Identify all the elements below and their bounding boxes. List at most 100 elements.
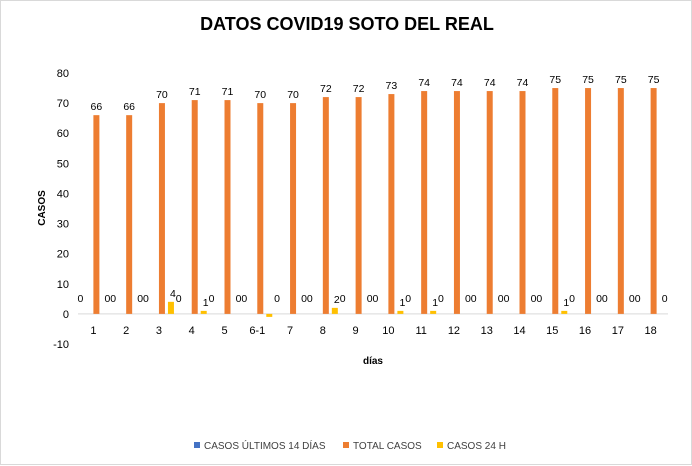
legend-label: CASOS ÚLTIMOS 14 DÍAS xyxy=(204,439,326,452)
data-label: 0 xyxy=(274,293,280,305)
x-tick-label: 3 xyxy=(156,325,162,337)
bar-2 xyxy=(290,103,297,314)
data-label: 0 xyxy=(438,293,444,305)
bar-2 xyxy=(355,97,362,314)
bar-2 xyxy=(486,91,493,314)
x-tick-label: 13 xyxy=(481,325,493,337)
x-tick-label: 7 xyxy=(287,325,293,337)
data-label: 75 xyxy=(582,74,594,86)
x-tick-label: 9 xyxy=(353,325,359,337)
x-tick-label: 11 xyxy=(415,325,426,337)
data-label: 0 xyxy=(307,293,313,305)
data-label: 71 xyxy=(222,86,234,98)
legend-swatch xyxy=(343,442,349,448)
data-label: 0 xyxy=(405,293,411,305)
data-label: 0 xyxy=(471,293,477,305)
data-label: 71 xyxy=(189,86,201,98)
data-label: 73 xyxy=(386,80,398,92)
x-tick-label: 1 xyxy=(90,325,96,337)
bar-2 xyxy=(519,91,526,314)
bar-2 xyxy=(191,100,198,314)
data-label: 66 xyxy=(123,101,135,113)
bar-2 xyxy=(257,103,264,314)
bar-3 xyxy=(167,301,174,314)
x-tick-label: 18 xyxy=(644,325,656,337)
data-label: 0 xyxy=(596,293,602,305)
data-label: 1 xyxy=(399,297,405,309)
legend-swatch xyxy=(437,442,443,448)
y-tick-label: 20 xyxy=(57,249,69,261)
y-tick-label: 10 xyxy=(57,279,69,291)
data-label: 70 xyxy=(156,89,168,101)
x-tick-label: 8 xyxy=(320,325,326,337)
bar-2 xyxy=(585,88,592,314)
bar-3 xyxy=(266,313,273,317)
x-tick-label: 5 xyxy=(221,325,227,337)
data-label: 75 xyxy=(615,74,627,86)
y-tick-label: 0 xyxy=(63,309,69,321)
data-label: 0 xyxy=(531,293,537,305)
data-label: 74 xyxy=(451,77,463,89)
y-tick-label: 60 xyxy=(57,128,69,140)
data-label: 1 xyxy=(563,297,569,309)
chart-title: DATOS COVID19 SOTO DEL REAL xyxy=(200,14,494,34)
x-tick-label: 14 xyxy=(513,325,525,337)
bar-2 xyxy=(322,97,329,314)
data-label: 74 xyxy=(517,77,529,89)
data-label: 0 xyxy=(110,293,116,305)
bar-2 xyxy=(388,94,395,314)
bar-3 xyxy=(200,310,207,314)
bar-2 xyxy=(650,88,657,314)
bar-3 xyxy=(561,310,568,314)
data-label: 0 xyxy=(536,293,542,305)
data-label: 0 xyxy=(635,293,641,305)
data-label: 0 xyxy=(301,293,307,305)
data-label: 0 xyxy=(236,293,242,305)
x-tick-label: 6-1 xyxy=(249,325,265,337)
data-label: 0 xyxy=(372,293,378,305)
x-tick-label: 4 xyxy=(189,325,195,337)
data-label: 0 xyxy=(465,293,471,305)
x-tick-label: 10 xyxy=(382,325,394,337)
legend-swatch xyxy=(194,442,200,448)
y-tick-label: 50 xyxy=(57,158,69,170)
y-tick-label: 30 xyxy=(57,219,69,231)
data-label: 1 xyxy=(203,297,209,309)
data-label: 0 xyxy=(602,293,608,305)
data-label: 75 xyxy=(549,74,561,86)
x-tick-label: 2 xyxy=(123,325,129,337)
legend-label: TOTAL CASOS xyxy=(353,441,422,452)
x-tick-label: 16 xyxy=(579,325,591,337)
bar-3 xyxy=(430,310,437,314)
data-label: 0 xyxy=(662,293,668,305)
data-label: 0 xyxy=(241,293,247,305)
x-axis-title: días xyxy=(363,356,383,367)
x-tick-label: 15 xyxy=(546,325,558,337)
data-label: 0 xyxy=(504,293,510,305)
y-tick-label: 40 xyxy=(57,188,69,200)
data-label: 75 xyxy=(648,74,660,86)
data-label: 0 xyxy=(569,293,575,305)
legend: CASOS ÚLTIMOS 14 DÍAS TOTAL CASOS CASOS 24… xyxy=(194,439,506,452)
data-label: 0 xyxy=(209,293,215,305)
y-tick-label: 70 xyxy=(57,98,69,110)
bar-2 xyxy=(552,88,559,314)
bar-2 xyxy=(158,103,165,314)
y-axis-title: CASOS xyxy=(37,190,48,226)
data-label: 72 xyxy=(353,83,365,95)
data-label: 4 xyxy=(170,288,176,300)
data-label: 0 xyxy=(367,293,373,305)
data-label: 2 xyxy=(334,294,340,306)
data-label: 1 xyxy=(432,297,438,309)
data-label: 0 xyxy=(77,293,83,305)
y-tick-label: 80 xyxy=(57,68,69,80)
data-label: 0 xyxy=(340,293,346,305)
bar-2 xyxy=(617,88,624,314)
bar-2 xyxy=(453,91,460,314)
data-label: 0 xyxy=(143,293,149,305)
data-label: 0 xyxy=(104,293,110,305)
data-label: 0 xyxy=(629,293,635,305)
data-label: 74 xyxy=(418,77,430,89)
